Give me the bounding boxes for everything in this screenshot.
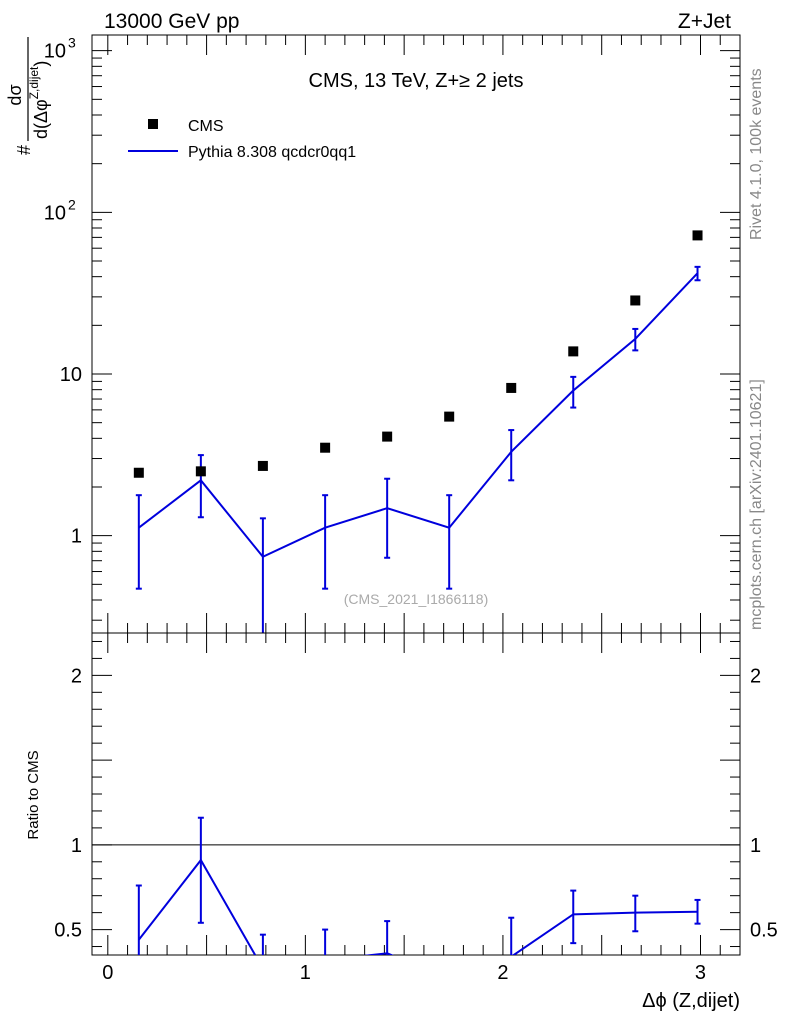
- legend-marker-cms: [148, 119, 158, 129]
- main-title: CMS, 13 TeV, Z+≥ 2 jets: [309, 70, 524, 92]
- mcplots-label: mcplots.cern.ch [arXiv:2401.10621]: [748, 379, 765, 630]
- cms-marker: [195, 466, 206, 477]
- ratio-y-axis-label: Ratio to CMS: [25, 750, 42, 839]
- ratio-y-tick-label-left: 1: [71, 835, 82, 857]
- cms-marker: [257, 460, 268, 471]
- main-y-ticks: [92, 50, 740, 621]
- ratio-panel: 0.5 0.5 1 1 2 2 0 1 2 3 Ratio to CMS Δϕ (Z,dijet…: [25, 632, 778, 1012]
- ratio-y-tick-label-left: 0.5: [54, 920, 82, 942]
- main-y-tick-label-base: 10: [44, 202, 66, 224]
- ratio-x-ticks: [107, 633, 741, 955]
- header-left: 13000 GeV pp: [104, 10, 239, 33]
- cms-marker: [506, 382, 517, 393]
- ratio-x-tick-labels: 0 1 2 3: [102, 962, 706, 984]
- main-y-tick-label: 1: [71, 526, 82, 548]
- ylabel-den-main: d(Δφ: [31, 99, 51, 139]
- main-y-tick-label: 10: [60, 364, 82, 386]
- ratio-line: [138, 858, 698, 955]
- main-y-axis-label: # dσ d(ΔφZ,dijet): [5, 37, 51, 155]
- ratio-frame: [91, 632, 741, 956]
- x-tick-label: 0: [102, 962, 113, 984]
- main-data-layer: [133, 230, 703, 633]
- x-axis-label: Δϕ (Z,dijet): [642, 990, 740, 1012]
- main-y-tick-label-base: 10: [44, 41, 66, 63]
- cms-marker: [444, 411, 455, 422]
- ratio-y-tick-label-left: 2: [71, 665, 82, 687]
- ylabel-den-close: ): [31, 61, 51, 67]
- ratio-y-tick-label-right: 0.5: [750, 920, 778, 942]
- cms-marker: [320, 442, 331, 453]
- cms-marker: [133, 467, 144, 478]
- x-tick-label: 1: [300, 962, 311, 984]
- main-y-tick-label-exp: 2: [68, 196, 76, 212]
- main-y-tick-label-exp: 3: [68, 35, 76, 51]
- ylabel-num: dσ: [5, 84, 25, 105]
- pythia-line: [138, 272, 699, 559]
- ylabel-den: d(ΔφZ,dijet): [27, 61, 51, 139]
- ratio-data-layer: [135, 816, 701, 955]
- ylabel-hash: #: [14, 145, 34, 155]
- ratio-y-tick-label-right: 1: [750, 835, 761, 857]
- x-tick-label: 3: [695, 962, 706, 984]
- rivet-label: Rivet 4.1.0, 100k events: [748, 68, 765, 240]
- cms-marker: [568, 346, 579, 357]
- cms-marker: [382, 431, 393, 442]
- legend: CMS Pythia 8.308 qcdcr0qq1: [128, 118, 356, 161]
- ratio-y-tick-labels: 0.5 0.5 1 1 2 2: [54, 665, 778, 941]
- cms-marker: [692, 230, 703, 241]
- ratio-y-ticks: [92, 640, 740, 948]
- watermark: (CMS_2021_I1866118): [344, 591, 489, 607]
- main-x-ticks: [107, 35, 741, 633]
- legend-label-pythia: Pythia 8.308 qcdcr0qq1: [188, 144, 356, 161]
- x-tick-label: 2: [497, 962, 508, 984]
- ratio-y-tick-label-right: 2: [750, 665, 761, 687]
- header-right: Z+Jet: [678, 10, 731, 33]
- legend-label-cms: CMS: [188, 118, 224, 135]
- cms-marker: [630, 295, 641, 306]
- ylabel-den-sup: Z,dijet: [27, 66, 41, 99]
